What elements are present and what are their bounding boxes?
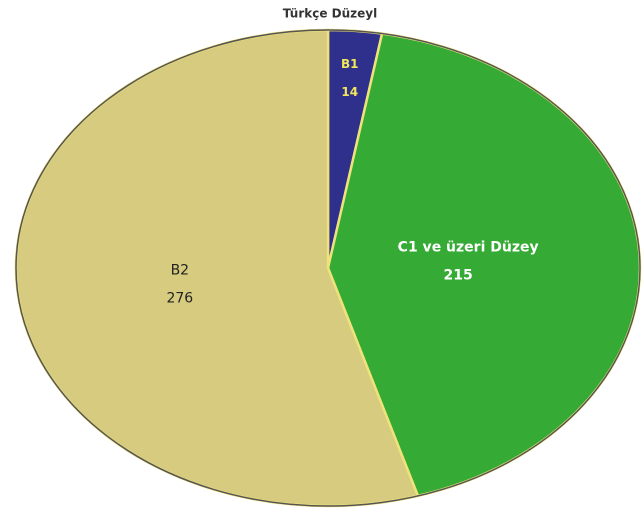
pie-outline bbox=[15, 29, 641, 507]
slice-label: C1 ve üzeri Düzey bbox=[398, 240, 539, 256]
slice-label: B1 bbox=[341, 57, 359, 71]
slice-value: 14 bbox=[341, 85, 358, 99]
slice-value: 215 bbox=[444, 268, 473, 284]
slice-label: B2 bbox=[171, 263, 190, 279]
slice-value: 276 bbox=[166, 291, 193, 307]
chart-title: Türkçe Düzeyl bbox=[283, 7, 377, 21]
